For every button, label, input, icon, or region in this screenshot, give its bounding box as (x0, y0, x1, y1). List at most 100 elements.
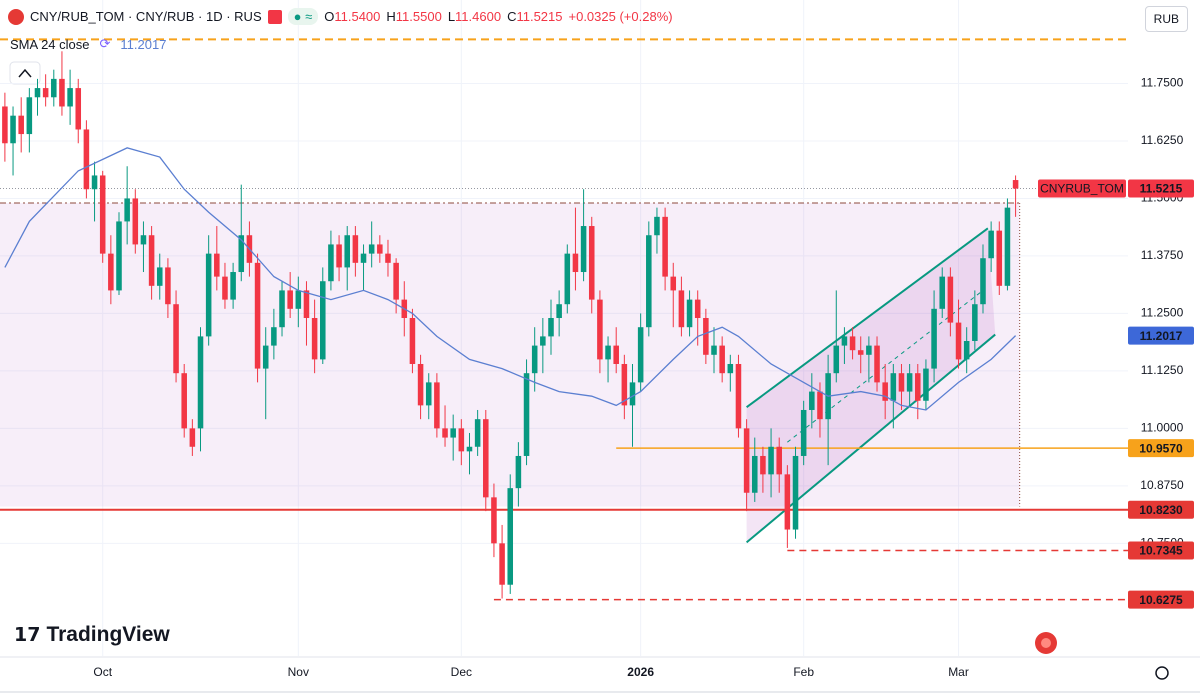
candle-body (51, 78, 57, 98)
h-label: H (386, 9, 396, 24)
candle-body (156, 267, 163, 286)
candle-body (393, 262, 399, 300)
candle-body (1012, 180, 1019, 189)
l-label: L (447, 9, 456, 24)
candle-body (385, 253, 391, 263)
candle-body (320, 281, 326, 360)
candle-body (792, 455, 799, 530)
candle-body (458, 428, 465, 452)
indicator-name[interactable]: SMA 24 close (10, 36, 90, 52)
candle-body (760, 455, 766, 475)
level-tag: 10.6275 (1139, 593, 1183, 607)
y-tick-label: 11.7500 (1141, 76, 1184, 90)
level-tag: 10.9570 (1139, 441, 1183, 455)
candle-body (352, 235, 359, 263)
legend-header: CNY/RUB_TOM · CNY/RUB · 1D · RUS ● ≈ O11… (8, 8, 673, 25)
l-value: 11.4600 (455, 9, 502, 24)
candle-body (507, 488, 514, 585)
candle-body (694, 299, 701, 319)
candle-body (670, 276, 677, 291)
y-tick-label: 11.0000 (1141, 421, 1184, 435)
candle-body (409, 318, 416, 364)
candle-body (148, 235, 155, 286)
candle-body (360, 253, 367, 263)
collapse-button[interactable] (9, 61, 41, 85)
logo: 𝟭𝟳 TradingView (14, 623, 170, 647)
candle-body (262, 345, 269, 369)
candle-body (181, 373, 187, 429)
candle-body (67, 88, 73, 107)
candle-body (18, 115, 24, 135)
candle-body (751, 455, 758, 493)
c-label: C (507, 9, 517, 24)
candle-body (197, 336, 204, 429)
candle-body (271, 327, 277, 346)
candle-body (59, 78, 65, 107)
symbol[interactable]: CNY/RUB_TOM · CNY/RUB · 1D · RUS (30, 9, 262, 24)
candle-body (34, 88, 41, 98)
candle-body (800, 409, 807, 456)
collapse-icon (18, 68, 32, 78)
candle-body (214, 253, 220, 277)
symbol-tag-bg (1038, 179, 1126, 198)
flag[interactable] (267, 9, 282, 24)
candle-body (857, 350, 864, 355)
channel-upper (746, 227, 989, 409)
candle-body (328, 244, 334, 282)
candle-body (882, 382, 888, 401)
currency-button[interactable]: RUB (1144, 6, 1188, 32)
level-tag-bg (1128, 439, 1194, 458)
candle-body (686, 299, 693, 328)
candle-body (523, 373, 530, 456)
candle-body (866, 345, 872, 355)
candle-body (963, 341, 970, 360)
y-tick-label: 11.1250 (1141, 363, 1184, 377)
level-tag-bg (1128, 590, 1194, 609)
candle-body (768, 446, 774, 475)
candle-body (42, 88, 49, 98)
candle-body (165, 267, 171, 305)
candle-body (295, 290, 302, 309)
c-value: 11.5215 (516, 9, 563, 24)
candle-body (646, 235, 652, 328)
candle-body (230, 272, 236, 300)
candle-body (83, 129, 90, 190)
candle-body (580, 226, 587, 273)
level-tag: 10.7345 (1139, 544, 1183, 558)
candle-body (254, 262, 261, 369)
candle-body (531, 345, 538, 374)
candle-body (833, 345, 840, 374)
indicator-icon[interactable]: ⟳ (99, 36, 111, 51)
channel-fill (746, 228, 996, 543)
level-tag-bg (1128, 541, 1194, 560)
candle-body (841, 336, 848, 346)
candle-body (719, 345, 725, 374)
candle-body (491, 497, 497, 544)
candle-body (735, 363, 742, 429)
candle-body (955, 322, 962, 360)
candle-body (849, 336, 856, 351)
candle-body (238, 235, 245, 273)
candle-body (980, 258, 986, 305)
candle-body (890, 373, 897, 401)
candle-body (287, 290, 293, 309)
x-tick-label: Feb (793, 665, 814, 679)
candle-body (344, 235, 350, 268)
candle-body (425, 382, 432, 406)
candle-body (279, 290, 285, 328)
settings-icon[interactable] (1155, 666, 1169, 680)
x-tick-label: Dec (451, 665, 472, 679)
candle-body (173, 304, 179, 374)
candle-body (662, 216, 668, 277)
candle-body (605, 345, 611, 360)
change: +0.0325 (+0.28%) (568, 9, 673, 24)
candle-body (189, 428, 196, 447)
candle-body (613, 345, 619, 364)
candle-body (124, 198, 130, 222)
candle-body (678, 290, 685, 328)
status-pill[interactable]: ● ≈ (287, 8, 319, 25)
x-tick-label: Mar (948, 665, 969, 679)
candle-body (654, 216, 660, 236)
indicator-legend: SMA 24 close ⟳ 11.2017 (10, 36, 166, 52)
